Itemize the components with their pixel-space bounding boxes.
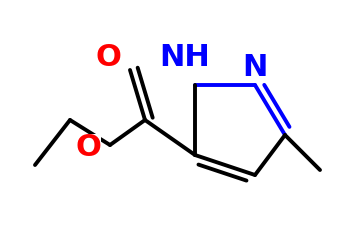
- Text: N: N: [242, 54, 268, 82]
- Text: O: O: [95, 43, 121, 73]
- Text: O: O: [75, 133, 101, 162]
- Text: NH: NH: [159, 43, 210, 73]
